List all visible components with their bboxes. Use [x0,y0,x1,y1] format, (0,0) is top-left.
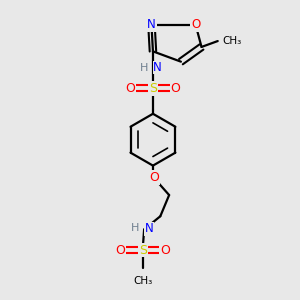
Text: N: N [153,61,162,74]
Text: N: N [147,18,156,32]
Text: O: O [125,82,135,95]
Text: O: O [171,82,181,95]
Text: O: O [149,171,159,184]
Text: S: S [149,82,157,95]
Text: O: O [115,244,125,256]
Text: S: S [139,244,147,256]
Text: N: N [145,222,153,236]
Text: O: O [191,18,200,32]
Text: O: O [160,244,170,256]
Text: H: H [140,63,148,73]
Text: H: H [131,223,140,233]
Text: CH₃: CH₃ [222,36,242,46]
Text: CH₃: CH₃ [133,276,152,286]
